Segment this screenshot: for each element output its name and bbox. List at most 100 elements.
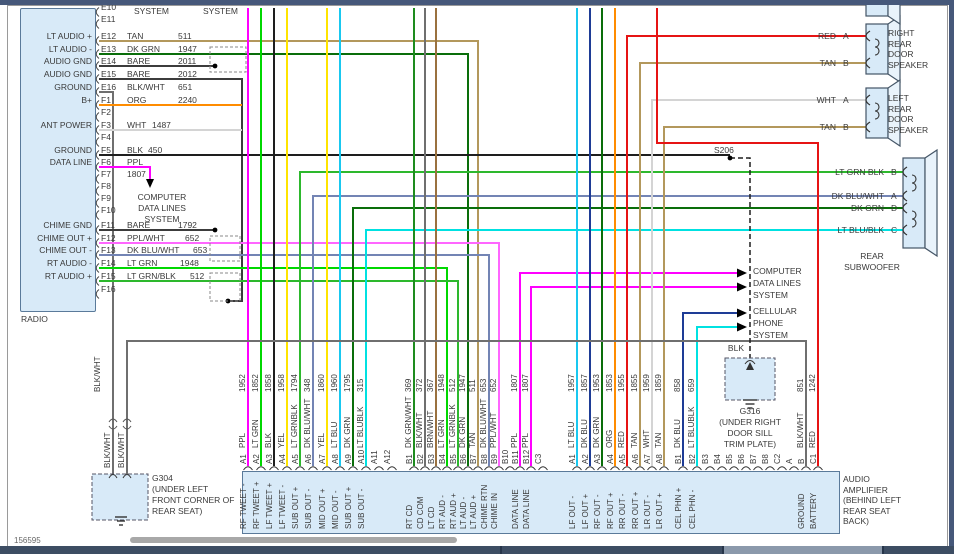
g304-label-line: FRONT CORNER OF xyxy=(152,495,235,505)
amp-pin-id: B7 xyxy=(749,454,758,464)
amp-pin-icon xyxy=(622,466,632,471)
subwoofer-cone-icon xyxy=(924,148,938,258)
amp-pin-id: A xyxy=(785,458,794,464)
amp-pin-icon xyxy=(765,466,775,471)
amp-circuit-number: 1958 xyxy=(277,374,286,392)
amp-wire-color: WHT xyxy=(642,429,651,448)
subwoofer-pin-id: B xyxy=(891,167,897,177)
amp-circuit-number: 1858 xyxy=(264,374,273,392)
wire-DKBLUWHT xyxy=(312,195,903,466)
amp-circuit-number: 1855 xyxy=(630,374,639,392)
top-system-label: SYSTEM xyxy=(203,6,238,16)
radio-terminal-label: AUDIO GND xyxy=(43,69,92,79)
amp-pin-id: C3 xyxy=(534,453,543,464)
radio-pin-icon xyxy=(95,49,100,59)
radio-pin-id: F9 xyxy=(101,193,111,203)
amp-wire-color: DK BLU/WHT xyxy=(479,398,488,448)
amp-pin-icon xyxy=(295,466,305,471)
amp-circuit-number: 369 xyxy=(404,378,413,392)
g316-label-line: (UNDER RIGHT xyxy=(719,417,781,427)
speaker-name-line: DOOR xyxy=(888,114,914,124)
taskbar-button-2[interactable] xyxy=(502,546,724,554)
system-block-line: SYSTEM xyxy=(753,330,788,340)
amp-circuit-number: 511 xyxy=(468,379,477,392)
system-block-line: DATA LINES xyxy=(753,278,801,288)
amp-wire-color: DK GRN xyxy=(343,416,352,448)
amp-terminal-label: LR OUT + xyxy=(655,492,664,529)
amp-circuit-number: 858 xyxy=(673,378,682,392)
down-arrow-icon xyxy=(146,179,154,188)
wire-BLKWHT xyxy=(99,91,114,476)
amp-circuit-number: 652 xyxy=(489,378,498,392)
radio-pin-icon xyxy=(95,100,100,110)
amp-wire-color: TAN xyxy=(630,432,639,448)
g304-label-line: (UNDER LEFT xyxy=(152,484,209,494)
amp-wire-color: DK BLU xyxy=(673,419,682,448)
amp-pin-id: B12 xyxy=(522,449,531,464)
wire-TAN xyxy=(639,62,866,466)
speaker-coil-icon xyxy=(874,38,880,56)
radio-pin-id: E15 xyxy=(101,69,117,79)
amp-pin-icon xyxy=(610,466,620,471)
amp-circuit-number: 1959 xyxy=(642,374,651,392)
g304-ground-box xyxy=(91,473,149,521)
amp-pin-icon xyxy=(453,466,463,471)
amp-pin-icon xyxy=(484,466,494,471)
wire-color-label: BLK xyxy=(127,145,144,155)
speaker-name-line: RIGHT xyxy=(888,28,915,38)
amp-terminal-label: CHIME RTN xyxy=(480,484,489,529)
amp-title-line: AMPLIFIER xyxy=(843,484,888,495)
amp-terminal-label: SUB OUT - xyxy=(357,488,366,529)
amp-pin-icon xyxy=(387,466,397,471)
radio-pin-id: F5 xyxy=(101,145,111,155)
amp-circuit-number: 1948 xyxy=(437,374,446,392)
amp-circuit-number: 653 xyxy=(479,378,488,392)
radio-pin-id: F1 xyxy=(101,95,111,105)
amp-wire-color: LT BLU xyxy=(567,421,576,448)
wire-PPL xyxy=(99,166,151,179)
radio-connector-box xyxy=(20,8,96,312)
amp-pin-id: B8 xyxy=(480,454,489,464)
amp-pin-icon xyxy=(463,466,473,471)
g304-label-line: G304 xyxy=(152,473,173,483)
radio-terminal-label: RT AUDIO + xyxy=(44,271,92,281)
amp-pin-id: A8 xyxy=(331,454,340,464)
horizontal-scrollbar[interactable] xyxy=(130,537,457,543)
wire-circuit-number: 511 xyxy=(178,31,192,41)
amp-pin-id: B10 xyxy=(501,449,510,464)
wire-TAN xyxy=(99,40,479,466)
taskbar-button-1[interactable] xyxy=(0,546,502,554)
radio-terminal-label: LT AUDIO + xyxy=(46,31,92,41)
system-arrow-icon xyxy=(737,308,747,318)
radio-terminal-label: LT AUDIO - xyxy=(48,44,92,54)
amp-terminal-label: CEL PHN + xyxy=(674,487,683,529)
amp-circuit-number: 1853 xyxy=(605,374,614,392)
amp-circuit-number: 1857 xyxy=(580,374,589,392)
amp-terminal-label: CD COM xyxy=(416,496,425,529)
amp-wire-color: YEL xyxy=(277,432,286,448)
amp-pin-icon xyxy=(409,466,419,471)
amp-pin-icon xyxy=(473,466,483,471)
g304-entry-icon xyxy=(108,474,118,479)
amp-wire-color: LT GRNBLK xyxy=(448,404,457,448)
amp-pin-id: B6 xyxy=(737,454,746,464)
amp-circuit-number: 1860 xyxy=(317,374,326,392)
amp-wire-color: PPL xyxy=(510,432,519,448)
amp-pin-icon xyxy=(361,466,371,471)
amp-pin-id: A8 xyxy=(655,454,664,464)
radio-pin-icon xyxy=(95,150,100,160)
radio-pin-icon xyxy=(95,238,100,248)
wire-LTBLUBLK xyxy=(696,326,737,466)
taskbar-button-active[interactable] xyxy=(724,546,884,554)
amp-pin-icon xyxy=(335,466,345,471)
speaker-pin-id: B xyxy=(843,58,849,68)
subwoofer-wire-color: LT BLU/BLK xyxy=(837,225,884,235)
radio-pin-icon xyxy=(95,36,100,46)
amp-pin-icon xyxy=(322,466,332,471)
subwoofer-name-line: REAR xyxy=(860,251,884,261)
amp-wire-color: DK GRN/WHT xyxy=(404,396,413,448)
amp-pin-icon xyxy=(308,466,318,471)
wire-circuit-number: 1947 xyxy=(178,44,197,54)
speaker-name-line: LEFT xyxy=(888,93,909,103)
amp-circuit-number: 1807 xyxy=(521,374,530,392)
